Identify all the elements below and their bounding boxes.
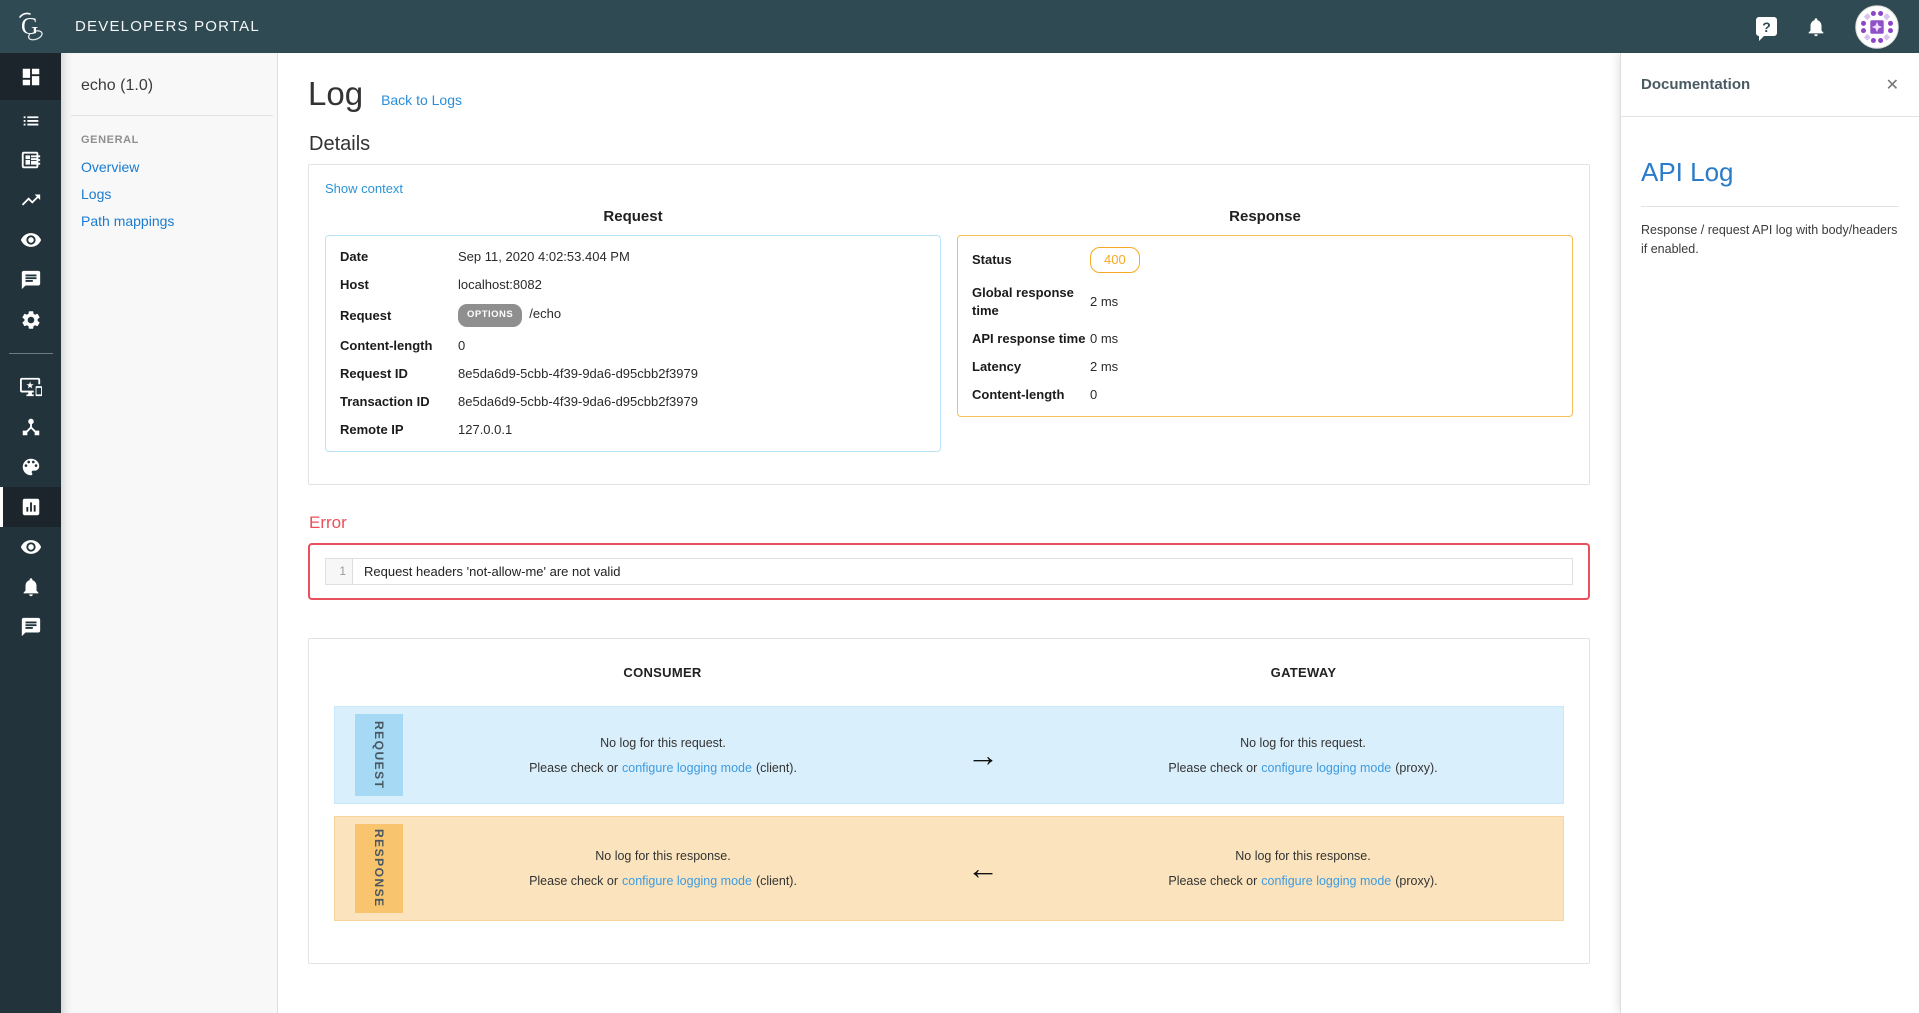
notifications-bell-icon[interactable] — [1805, 16, 1827, 38]
settings-gear-icon[interactable] — [0, 300, 61, 340]
top-bar: G DEVELOPERS PORTAL ? — [0, 0, 1919, 53]
developer-board-icon[interactable] — [0, 140, 61, 180]
sidebar-item-overview[interactable]: Overview — [81, 159, 140, 175]
messages-icon[interactable] — [0, 607, 61, 647]
bell-icon[interactable] — [0, 567, 61, 607]
consumer-request-log: No log for this request. Please check or… — [529, 735, 797, 775]
table-row: Request ID 8e5da6d9-5cbb-4f39-9da6-d95cb… — [340, 366, 698, 381]
consumer-gateway-card: CONSUMER GATEWAY REQUEST No log for this… — [308, 638, 1590, 964]
sidebar-divider — [71, 115, 273, 116]
details-card: Show context Request Date Sep 11, 2020 4… — [308, 164, 1590, 485]
main-content: Log Back to Logs Details Show context Re… — [278, 53, 1620, 1013]
list-icon[interactable] — [0, 100, 61, 140]
configure-logging-mode-link[interactable]: configure logging mode — [1261, 874, 1392, 888]
doc-page-heading: API Log — [1641, 157, 1899, 207]
table-row: Host localhost:8082 — [340, 277, 542, 292]
svg-text:G: G — [21, 14, 38, 40]
line-number: 1 — [326, 559, 353, 584]
no-log-text: No log for this request. — [1240, 735, 1366, 750]
user-avatar[interactable] — [1855, 4, 1899, 49]
close-icon[interactable]: ✕ — [1885, 76, 1899, 94]
dashboard-icon[interactable] — [0, 53, 61, 100]
documentation-title: Documentation — [1641, 76, 1751, 93]
table-row: Remote IP 127.0.0.1 — [340, 422, 513, 437]
rail-divider — [8, 353, 53, 354]
request-log-row: REQUEST No log for this request. Please … — [334, 706, 1564, 804]
important-devices-icon[interactable] — [0, 367, 61, 407]
no-log-text: No log for this response. — [595, 849, 731, 863]
table-row: Latency 2 ms — [972, 359, 1119, 374]
palette-icon[interactable] — [0, 447, 61, 487]
portal-title: DEVELOPERS PORTAL — [75, 18, 260, 35]
no-log-text: No log for this request. — [600, 735, 726, 750]
sidebar-section-general: GENERAL — [81, 134, 139, 146]
gateway-heading: GATEWAY — [1270, 665, 1337, 680]
sidebar-item-logs[interactable]: Logs — [81, 186, 112, 202]
request-heading: Request — [603, 208, 663, 225]
table-row: Status 400 — [958, 243, 1572, 279]
help-icon[interactable]: ? — [1756, 17, 1777, 41]
request-vertical-label: REQUEST — [355, 714, 403, 796]
error-card: 1 Request headers 'not-allow-me' are not… — [308, 543, 1590, 600]
no-log-text: No log for this response. — [1235, 849, 1371, 863]
icon-rail — [0, 53, 61, 1013]
configure-logging-mode-link[interactable]: configure logging mode — [622, 760, 752, 775]
table-row: Content-length 0 — [972, 387, 1098, 402]
response-table: Status 400 Global response time 2 ms API… — [957, 235, 1573, 417]
configure-logging-mode-link[interactable]: configure logging mode — [1261, 760, 1392, 775]
table-row: Date Sep 11, 2020 4:02:53.404 PM — [340, 249, 630, 264]
eye-icon[interactable] — [0, 220, 61, 260]
audit-eye-icon[interactable] — [0, 527, 61, 567]
table-row: API response time 0 ms — [972, 331, 1119, 346]
request-table: Date Sep 11, 2020 4:02:53.404 PM Host lo… — [325, 235, 941, 452]
table-row: Transaction ID 8e5da6d9-5cbb-4f39-9da6-d… — [340, 394, 698, 409]
request-path: /echo — [529, 306, 562, 321]
status-badge: 400 — [1090, 247, 1140, 273]
consumer-response-log: No log for this response. Please check o… — [529, 849, 797, 888]
table-row: Global response time 2 ms — [972, 285, 1119, 318]
show-context-link[interactable]: Show context — [325, 181, 404, 196]
table-row: Content-length 0 — [340, 338, 466, 353]
arrow-left-icon: ← — [967, 850, 999, 886]
table-row: Request OPTIONS/echo — [326, 299, 940, 332]
documentation-panel: Documentation ✕ API Log Response / reque… — [1620, 53, 1919, 1013]
analytics-icon[interactable] — [0, 487, 61, 527]
page-title: Log — [308, 75, 364, 112]
error-heading: Error — [309, 513, 347, 532]
error-code-line: 1 Request headers 'not-allow-me' are not… — [325, 558, 1573, 585]
back-to-logs-link[interactable]: Back to Logs — [381, 92, 462, 108]
api-name: echo (1.0) — [81, 77, 154, 94]
gravitee-logo-icon: G — [0, 10, 61, 44]
doc-page-body: Response / request API log with body/hea… — [1641, 223, 1898, 257]
gateway-response-log: No log for this response. Please check o… — [1168, 849, 1438, 888]
details-heading: Details — [309, 133, 371, 155]
configure-logging-mode-link[interactable]: configure logging mode — [622, 874, 752, 888]
sidebar-item-path-mappings[interactable]: Path mappings — [81, 213, 175, 229]
api-sidebar: echo (1.0) GENERAL Overview Logs Path ma… — [61, 53, 278, 1013]
trending-up-icon[interactable] — [0, 180, 61, 220]
gateway-request-log: No log for this request. Please check or… — [1168, 735, 1438, 775]
error-message: Request headers 'not-allow-me' are not v… — [364, 564, 621, 579]
hub-icon[interactable] — [0, 407, 61, 447]
consumer-heading: CONSUMER — [623, 665, 702, 680]
response-log-row: RESPONSE No log for this response. Pleas… — [334, 816, 1564, 921]
arrow-right-icon: → — [967, 736, 999, 773]
response-heading: Response — [1229, 208, 1301, 225]
http-method-badge: OPTIONS — [458, 304, 523, 327]
chat-icon[interactable] — [0, 260, 61, 300]
response-vertical-label: RESPONSE — [355, 824, 403, 913]
